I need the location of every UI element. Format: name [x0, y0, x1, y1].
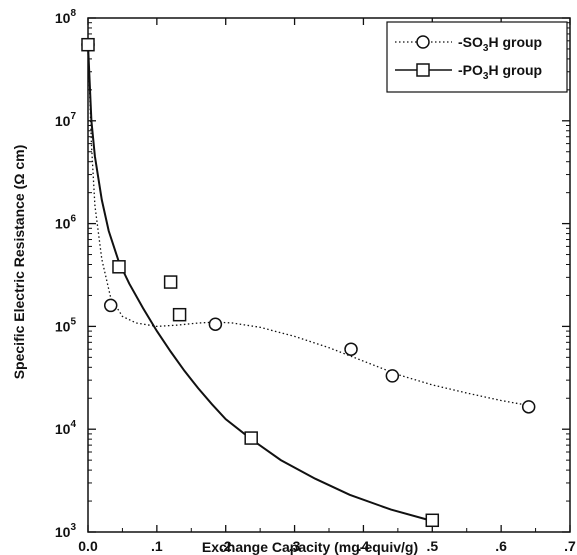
plot-frame [87, 17, 571, 533]
data-point-square [244, 431, 258, 445]
y-axis-label: Specific Electric Resistance (Ω cm) [11, 145, 27, 380]
legend-marker-square [416, 63, 430, 77]
data-point-circle [385, 369, 400, 383]
x-tick-label: .7 [564, 538, 576, 554]
data-point-square [81, 37, 95, 52]
x-tick-label: .6 [495, 538, 507, 554]
legend-marker-circle [416, 35, 430, 49]
legend: -SO3H group -PO3H group [386, 21, 568, 93]
data-point-square [425, 513, 440, 528]
x-axis-label: Exchange Capacity (mg-equiv/g) [202, 539, 418, 555]
series-layer [81, 37, 536, 528]
data-point-circle [344, 342, 358, 356]
x-tick-label: .4 [358, 538, 370, 554]
data-point-square [172, 307, 187, 322]
x-tick-label: 0.0 [78, 538, 98, 554]
x-tick-label: .2 [220, 538, 232, 554]
legend-label-1: -PO3H group [458, 62, 542, 82]
legend-label-0: -SO3H group [458, 34, 542, 54]
y-tick-label: 106 [55, 214, 77, 232]
y-tick-label: 107 [55, 111, 77, 129]
series-line-1 [87, 44, 433, 522]
data-point-square [163, 275, 178, 289]
x-tick-label: .5 [426, 538, 438, 554]
data-point-circle [103, 298, 118, 313]
legend-box [386, 21, 568, 93]
x-tick-label: .3 [289, 538, 301, 554]
x-tick-label: .1 [151, 538, 163, 554]
legend-entries: -SO3H group -PO3H group [395, 34, 542, 82]
data-point-circle [521, 400, 536, 414]
series-line-0 [87, 44, 529, 407]
data-point-circle [208, 317, 223, 331]
y-tick-label: 103 [55, 522, 77, 540]
y-tick-label: 104 [55, 419, 77, 437]
data-point-square [112, 260, 126, 274]
x-axis: 0.0 .1 .2 .3 .4 .5 .6 .7 [78, 18, 576, 554]
y-tick-label: 105 [55, 316, 77, 334]
y-tick-label: 108 [55, 8, 77, 26]
y-axis: 103 104 105 106 107 108 [55, 8, 570, 540]
